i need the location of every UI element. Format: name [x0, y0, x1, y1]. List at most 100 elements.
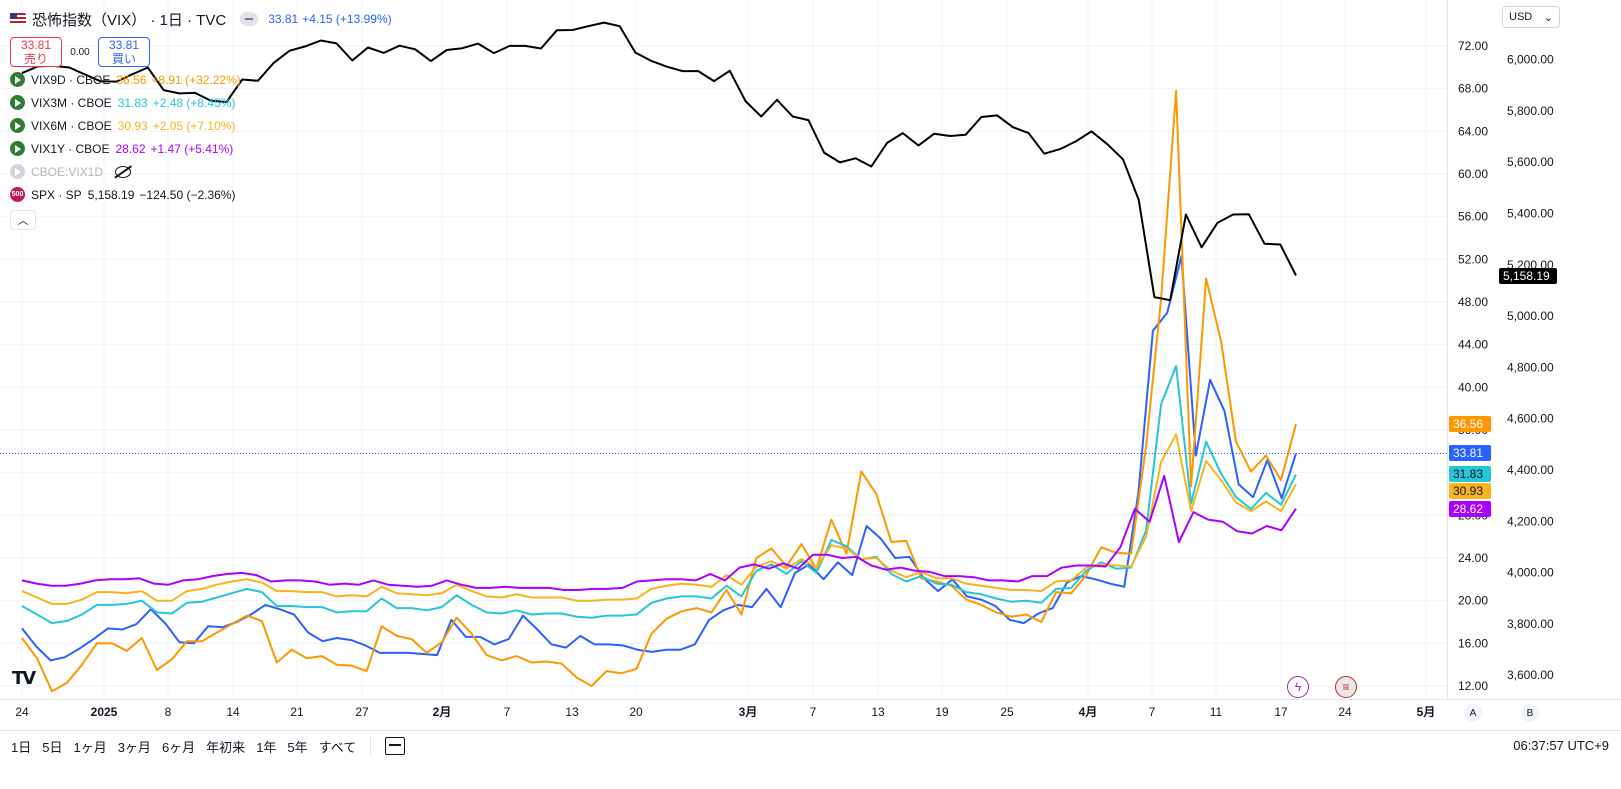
range-buttons: 1日 5日 1ヶ月 3ヶ月 6ヶ月 年初来 1年 5年 すべて: [0, 737, 356, 756]
vix-tick-label: 60.00: [1458, 167, 1488, 181]
collapse-toggle-icon[interactable]: [240, 12, 259, 26]
vix-tick-label: 64.00: [1458, 124, 1488, 138]
legend-name: SPX · SP: [31, 187, 82, 202]
range-button[interactable]: 5日: [42, 739, 63, 755]
play-icon: [10, 118, 25, 133]
legend-change: +8.91 (+32.22%): [151, 72, 241, 87]
range-button[interactable]: 3ヶ月: [117, 739, 151, 755]
time-tick-label: 19: [935, 705, 949, 719]
legend-change: −124.50 (−2.36%): [139, 187, 236, 202]
bottom-toolbar: 1日 5日 1ヶ月 3ヶ月 6ヶ月 年初来 1年 5年 すべて: [0, 730, 1621, 761]
toolbar-divider: [370, 736, 372, 756]
vix-tick-label: 52.00: [1458, 252, 1488, 266]
currency-button[interactable]: USD ⌄: [1502, 6, 1560, 28]
spx-tick-label: 5,600.00: [1507, 155, 1554, 169]
legend-series-list: VIX9D · CBOE 36.56 +8.91 (+32.22%) VIX3M · …: [10, 68, 396, 160]
spx-price-axis[interactable]: 3,600.00 3,800.00 4,000.00 4,200.00 4,400.00…: [1507, 53, 1554, 683]
sp500-icon: 500: [10, 187, 25, 202]
play-icon: [10, 164, 25, 179]
series-line-vix9d: [21, 89, 1297, 693]
legend-row-vix9d[interactable]: VIX9D · CBOE 36.56 +8.91 (+32.22%): [10, 68, 396, 91]
symbol-header[interactable]: 恐怖指数（VIX） · 1日 · TVC 33.81 +4.15 (+13.99…: [10, 8, 396, 30]
legend-value: 36.56: [116, 72, 147, 87]
legend-row-vix3m[interactable]: VIX3M · CBOE 31.83 +2.48 (+8.45%): [10, 91, 396, 114]
legend-row-spx[interactable]: 500 SPX · SP 5,158.19 −124.50 (−2.36%): [10, 183, 396, 206]
log-scale-button[interactable]: B: [1521, 704, 1539, 722]
legend-name: VIX6M · CBOE: [31, 118, 112, 133]
range-button[interactable]: 1日: [11, 739, 32, 755]
play-icon: [10, 141, 25, 156]
us-event-flag-icon[interactable]: ≡: [1335, 676, 1357, 698]
legend-value: 28.62: [115, 141, 146, 156]
time-tick-label: 5月: [1417, 705, 1436, 719]
eye-off-icon[interactable]: [115, 165, 132, 178]
time-tick-label: 2月: [433, 705, 452, 719]
vix-tick-label: 12.00: [1458, 679, 1488, 693]
legend-name: VIX1Y · CBOE: [31, 141, 110, 156]
legend-row-vix1d[interactable]: CBOE:VIX1D: [10, 160, 396, 183]
buy-price: 33.81: [108, 38, 140, 52]
price-tag-vix1y: 28.62: [1449, 500, 1491, 517]
vix-tick-label: 56.00: [1458, 210, 1488, 224]
legend-change: +1.47 (+5.41%): [150, 141, 234, 156]
clock[interactable]: 06:37:57 UTC+9: [1513, 738, 1609, 753]
time-tick-label: 21: [290, 705, 304, 719]
chevron-down-icon: ⌄: [1543, 11, 1553, 24]
symbol-title[interactable]: 恐怖指数（VIX） · 1日 · TVC: [32, 11, 227, 29]
vix-tick-label: 40.00: [1458, 380, 1488, 394]
range-button[interactable]: 6ヶ月: [161, 739, 196, 755]
range-button[interactable]: すべて: [318, 739, 357, 755]
time-tick-label: 14: [226, 705, 240, 719]
vix-tick-label: 20.00: [1458, 594, 1488, 608]
spx-tick-label: 4,800.00: [1507, 360, 1554, 374]
legend-name: VIX3M · CBOE: [31, 95, 112, 110]
auto-scale-button[interactable]: A: [1464, 704, 1482, 722]
legend: 恐怖指数（VIX） · 1日 · TVC 33.81 +4.15 (+13.99…: [10, 8, 396, 230]
spx-tick-label: 5,000.00: [1507, 309, 1554, 323]
spx-tick-label: 5,800.00: [1507, 104, 1554, 118]
lightning-icon[interactable]: ϟ: [1287, 676, 1309, 698]
time-tick-label: 13: [871, 705, 885, 719]
legend-value: 31.83: [117, 95, 148, 110]
sell-button[interactable]: 33.81 売り: [10, 37, 62, 67]
spx-tick-label: 4,000.00: [1507, 566, 1554, 580]
us-flag-icon: [10, 13, 26, 25]
series-line-vix3m: [21, 365, 1297, 625]
series-line-spx: [21, 21, 1297, 302]
time-tick-label: 4月: [1079, 705, 1098, 719]
calendar-range-icon[interactable]: [385, 737, 406, 755]
time-tick-label: 13: [565, 705, 579, 719]
time-tick-label: 24: [1338, 705, 1352, 719]
vix-tick-label: 44.00: [1458, 338, 1488, 352]
range-button[interactable]: 5年: [287, 739, 308, 755]
spx-tick-label: 6,000.00: [1507, 53, 1554, 67]
price-tag-vix3m: 31.83: [1449, 466, 1491, 483]
legend-row-vix1y[interactable]: VIX1Y · CBOE 28.62 +1.47 (+5.41%): [10, 137, 396, 160]
spx-tick-label: 4,400.00: [1507, 463, 1554, 477]
chevron-up-icon[interactable]: ︿: [10, 210, 36, 230]
range-button[interactable]: 年初来: [206, 739, 246, 755]
price-tag-spx: 5,158.19: [1499, 267, 1557, 284]
time-tick-label: 11: [1210, 705, 1223, 719]
series-lines: [0, 21, 1447, 693]
currency-label: USD: [1509, 11, 1533, 23]
buy-button[interactable]: 33.81 買い: [98, 37, 150, 67]
time-tick-label: 25: [1000, 705, 1014, 719]
spread-value: 0.00: [70, 46, 90, 58]
vix-tick-label: 24.00: [1458, 551, 1488, 565]
legend-row-vix6m[interactable]: VIX6M · CBOE 30.93 +2.05 (+7.10%): [10, 114, 396, 137]
spx-tick-label: 5,400.00: [1507, 206, 1554, 220]
buy-label: 買い: [111, 52, 136, 66]
legend-change: +2.48 (+8.45%): [152, 95, 236, 110]
price-tag-vix: 33.81: [1449, 445, 1491, 462]
range-button[interactable]: 1年: [256, 739, 277, 755]
time-axis[interactable]: 24 2025 8 14 21 27 2月 7 13 20 3月 7 13 19 25 4月 7 11 17 24 5月: [15, 705, 1435, 719]
price-tag-vix9d: 36.56: [1449, 416, 1491, 433]
play-icon: [10, 95, 25, 110]
time-tick-label: 8: [165, 705, 172, 719]
time-tick-label: 3月: [739, 705, 758, 719]
range-button[interactable]: 1ヶ月: [73, 739, 107, 755]
tradingview-logo-icon[interactable]: TV: [12, 668, 36, 689]
price-scale-panel[interactable]: [1447, 0, 1621, 700]
